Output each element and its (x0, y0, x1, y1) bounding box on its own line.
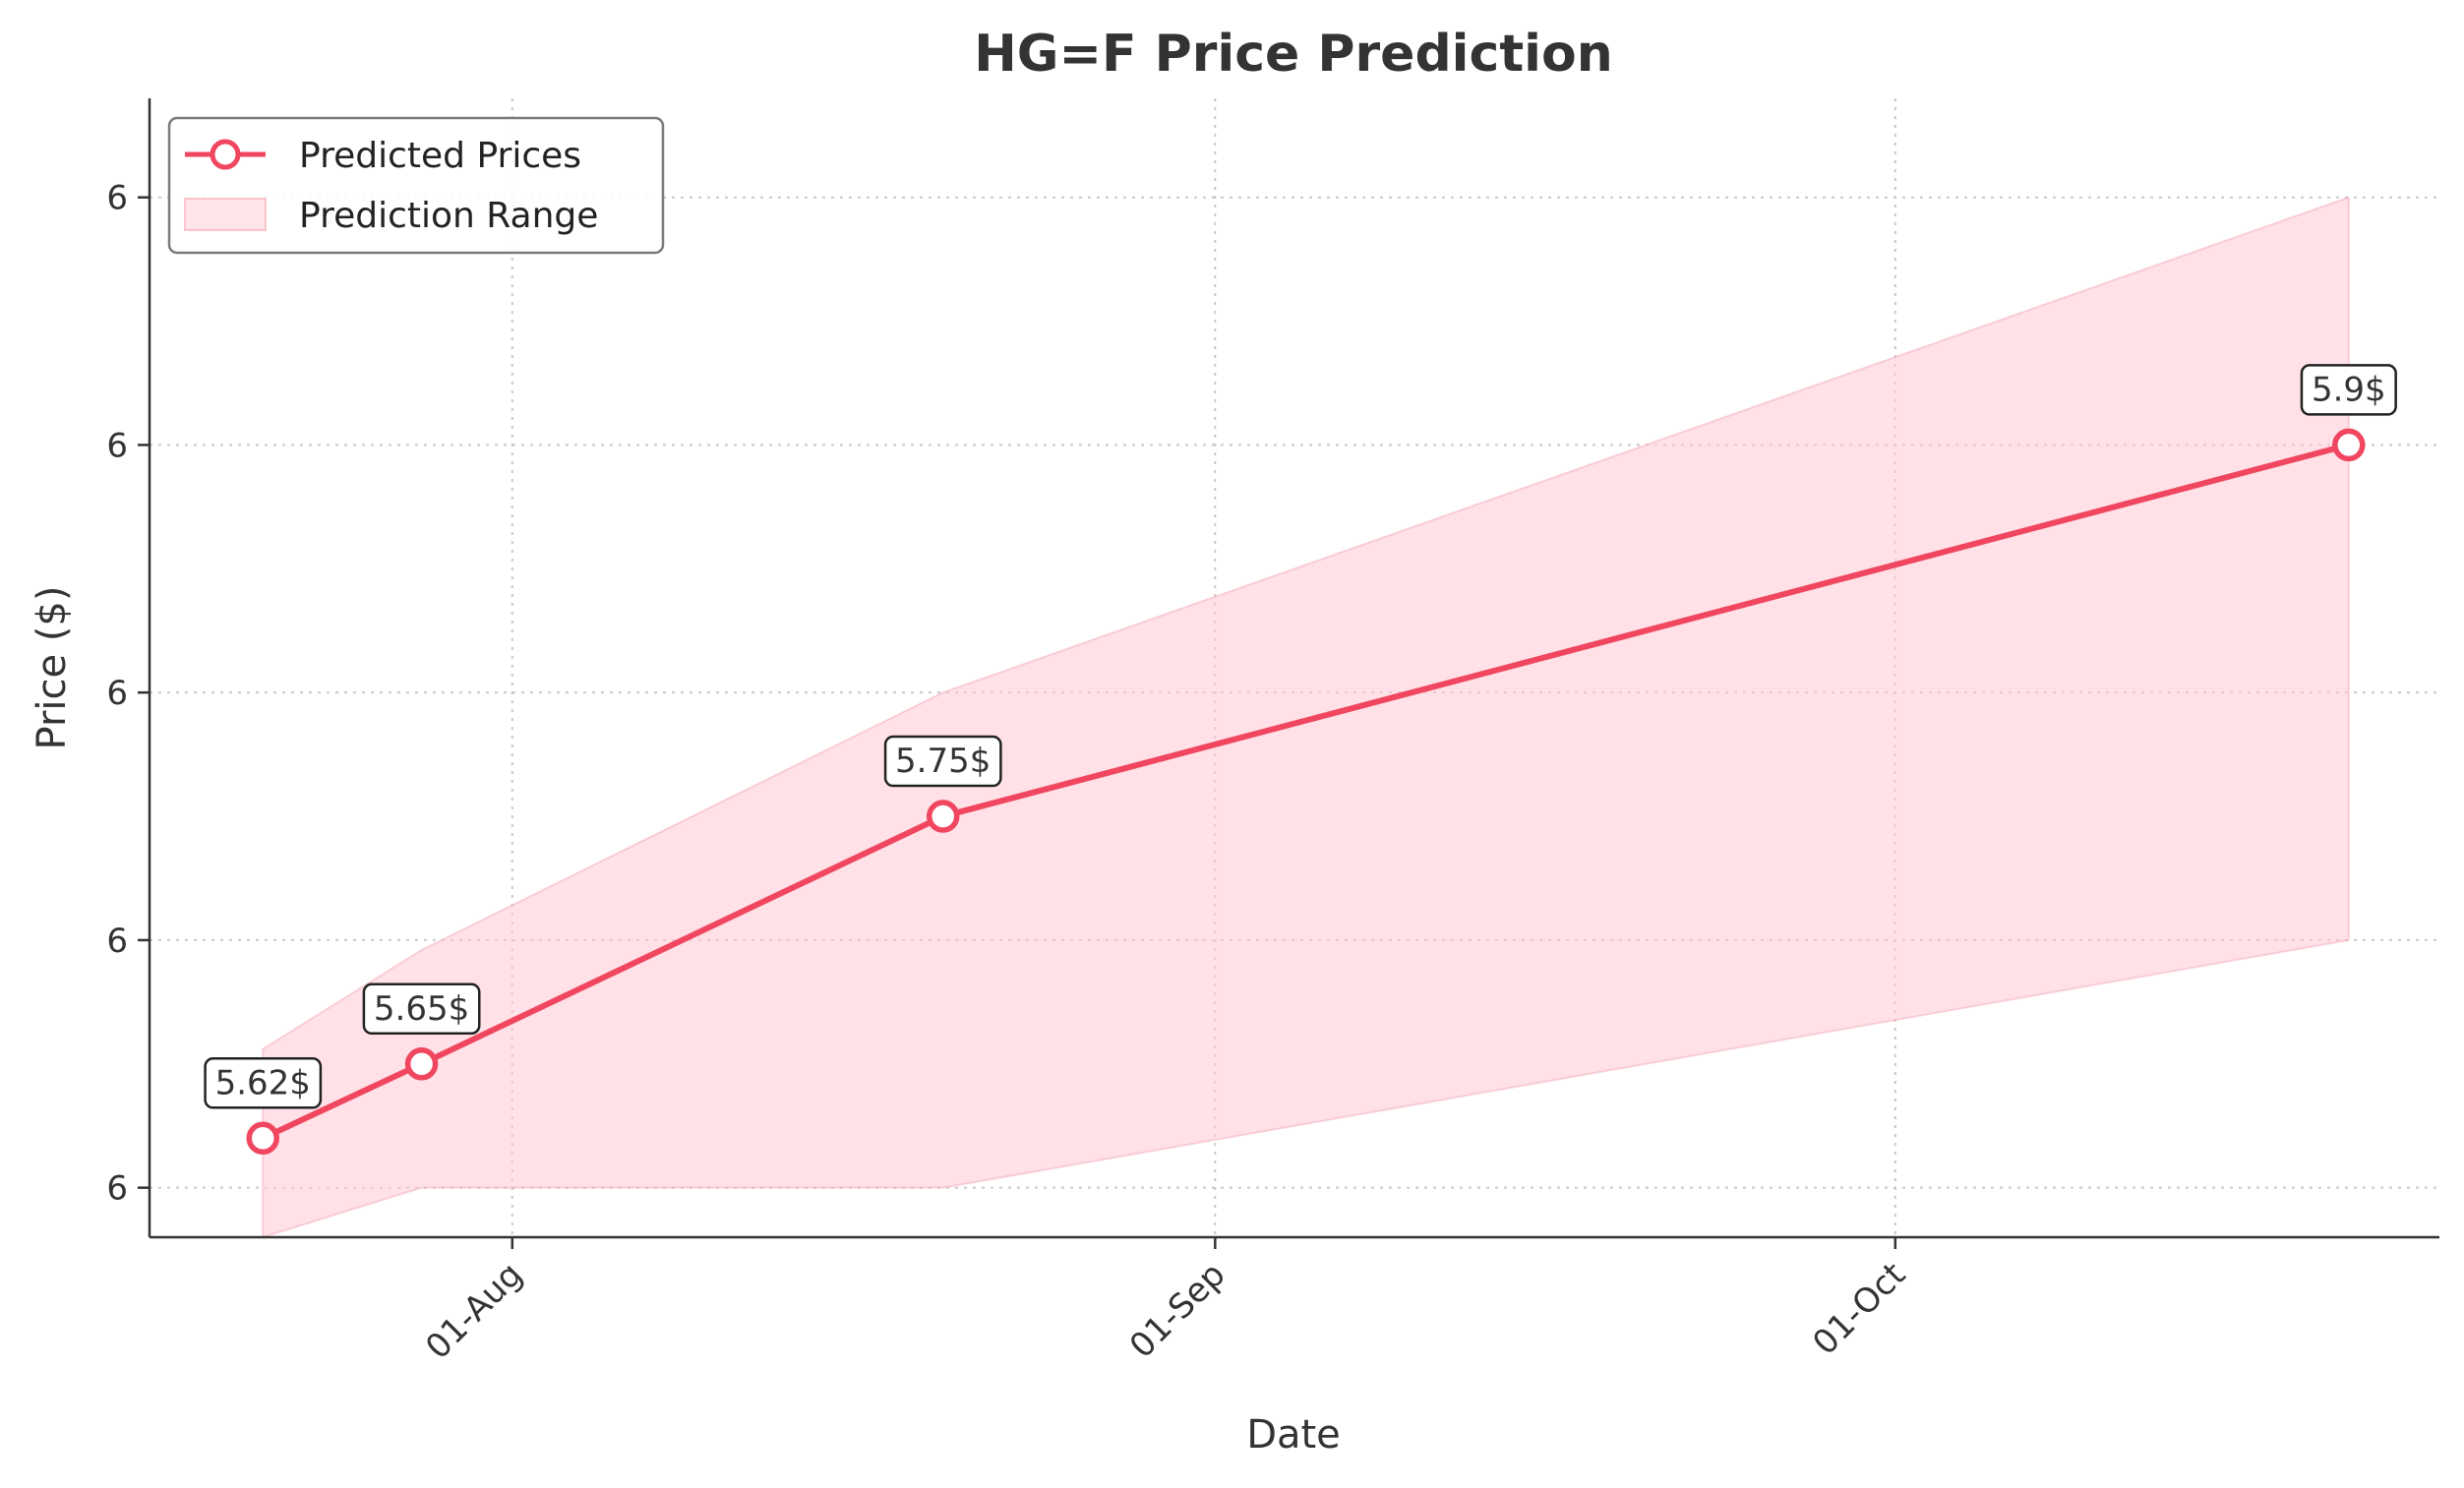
legend-range-swatch (184, 198, 267, 231)
y-axis-label: Price ($) (30, 586, 75, 750)
predicted-price-point (404, 1047, 439, 1081)
predicted-price-point (2332, 428, 2366, 462)
prediction-range-area (262, 196, 2350, 1239)
y-tick-label: 6 (106, 179, 128, 218)
data-label-box (362, 982, 481, 1036)
data-label: 5.62$ (215, 1063, 311, 1102)
axes (148, 98, 2439, 1239)
legend-label-range: Prediction Range (299, 196, 598, 236)
predicted-price-point (926, 800, 960, 833)
prediction-range-band (262, 196, 2350, 1239)
predicted-prices-path (261, 442, 2350, 1142)
data-label: 5.9$ (2312, 370, 2386, 409)
predicted-prices-markers (246, 428, 2366, 1156)
y-tick-label: 6 (106, 922, 128, 961)
x-axis-label: Date (1246, 1412, 1341, 1458)
data-label-group: 5.75$ (883, 735, 1002, 788)
y-axis-ticks: 6 6 6 6 6 (106, 179, 150, 1209)
data-label-group: 5.65$ (362, 982, 481, 1036)
data-labels: 5.62$ 5.65$ 5.75$ 5.9$ (204, 364, 2397, 1109)
y-tick-label: 6 (106, 674, 128, 713)
data-label-box (883, 735, 1002, 788)
data-label-group: 5.9$ (2300, 364, 2397, 416)
data-label: 5.65$ (374, 989, 469, 1029)
y-tick-label: 6 (106, 426, 128, 465)
x-tick-label: 01-Sep (1122, 1255, 1233, 1366)
legend-marker-swatch (210, 139, 241, 170)
data-label-box (204, 1057, 323, 1109)
predicted-price-point (246, 1121, 279, 1156)
legend-box (167, 116, 665, 255)
y-tick-label: 6 (106, 1169, 128, 1209)
x-tick-label: 01-Aug (418, 1255, 530, 1367)
legend-label-predicted: Predicted Prices (299, 136, 581, 176)
data-label-box (2300, 364, 2397, 416)
x-axis-ticks: 01-Aug 01-Sep 01-Oct (418, 1237, 1913, 1367)
predicted-prices-line (261, 442, 2350, 1142)
data-label: 5.75$ (895, 742, 991, 781)
data-label-group: 5.62$ (204, 1057, 323, 1109)
chart-title: HG=F Price Prediction (974, 25, 1613, 84)
x-tick-label: 01-Oct (1805, 1255, 1913, 1363)
legend: Predicted Prices Prediction Range (167, 116, 665, 255)
